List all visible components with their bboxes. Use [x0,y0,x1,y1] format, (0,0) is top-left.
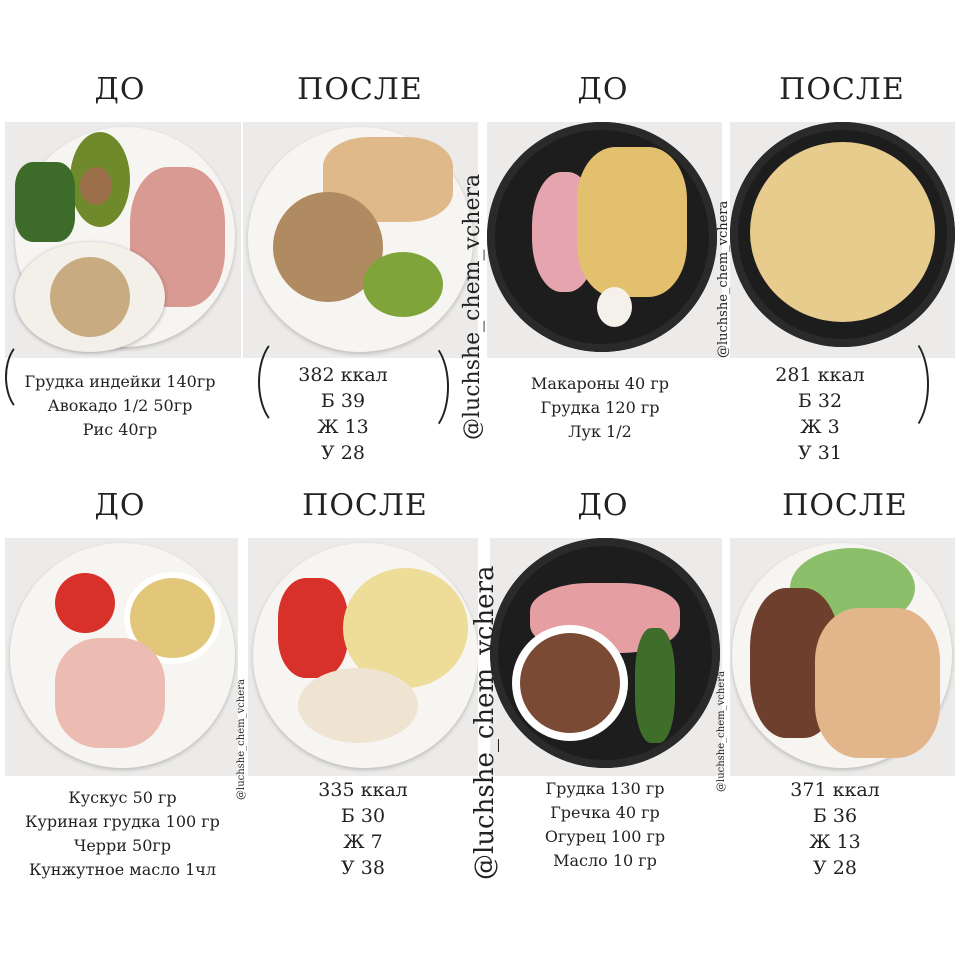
nutrition-facts: 281 ккал Б 32 Ж 3 У 31 [740,362,900,466]
carbs: У 28 [321,442,365,464]
ingredient: Куриная грудка 100 гр [25,812,220,831]
buckwheat-after-photo [730,538,955,776]
nutrition-facts: 335 ккал Б 30 Ж 7 У 38 [283,777,443,881]
ingredient-list: Грудка 130 гр Гречка 40 гр Огурец 100 гр… [500,777,710,873]
ingredient: Кускус 50 гр [68,788,177,807]
arrow-icon [400,340,449,434]
ingredient: Макароны 40 гр [531,374,669,393]
arrow-icon [5,340,49,414]
couscous-before-photo [5,538,238,776]
ingredient: Лук 1/2 [568,422,632,441]
ingredient: Грудка индейки 140гр [24,372,216,391]
pasta-before-photo [487,122,722,358]
carbs: У 28 [813,857,857,879]
fat: Ж 7 [343,831,383,853]
buckwheat-before-photo [490,538,722,776]
turkey-before-photo [5,122,241,358]
protein: Б 32 [797,390,843,412]
nutrition-facts: 382 ккал Б 39 Ж 13 У 28 [263,362,423,466]
ingredient: Грудка 120 гр [540,398,660,417]
nutrition-facts: 371 ккал Б 36 Ж 13 У 28 [755,777,915,881]
fat: Ж 13 [809,831,861,853]
watermark: @luchshe_chem_vchera [716,671,727,792]
turkey-after-photo [243,122,478,358]
ingredient: Авокадо 1/2 50гр [47,396,193,415]
after-heading: ПОСЛЕ [779,72,905,107]
ingredient: Масло 10 гр [553,851,657,870]
carbs: У 38 [341,857,385,879]
ingredient: Гречка 40 гр [550,803,660,822]
ingredient: Черри 50гр [73,836,172,855]
pasta-after-photo [730,122,955,358]
ingredient: Кунжутное масло 1чл [28,860,217,879]
calories: 371 ккал [790,779,880,801]
ingredient-list: Кускус 50 гр Куриная грудка 100 гр Черри… [10,786,235,882]
protein: Б 39 [320,390,366,412]
after-heading: ПОСЛЕ [302,488,428,523]
before-heading: ДО [94,72,146,107]
after-heading: ПОСЛЕ [782,488,908,523]
watermark: @luchshe_chem_vchera [716,200,731,358]
ingredient: Огурец 100 гр [544,827,666,846]
ingredient: Грудка 130 гр [545,779,665,798]
protein: Б 36 [812,805,858,827]
ingredient: Рис 40гр [82,420,158,439]
fat: Ж 13 [317,416,369,438]
watermark: @luchshe_chem_vchera [460,173,485,440]
couscous-after-photo [248,538,478,776]
before-heading: ДО [577,72,629,107]
arrow-icon [258,335,312,429]
calories: 382 ккал [298,364,388,386]
watermark: @luchshe_chem_vchera [470,565,500,880]
calories: 335 ккал [318,779,408,801]
fat: Ж 3 [800,416,840,438]
calories: 281 ккал [775,364,865,386]
after-heading: ПОСЛЕ [297,72,423,107]
ingredient-list: Макароны 40 гр Грудка 120 гр Лук 1/2 [495,372,705,444]
before-heading: ДО [94,488,146,523]
protein: Б 30 [340,805,386,827]
arrow-icon [880,335,929,434]
before-heading: ДО [577,488,629,523]
watermark: @luchshe_chem_vchera [236,679,247,800]
carbs: У 31 [798,442,842,464]
ingredient-list: Грудка индейки 140гр Авокадо 1/2 50гр Ри… [10,370,230,442]
